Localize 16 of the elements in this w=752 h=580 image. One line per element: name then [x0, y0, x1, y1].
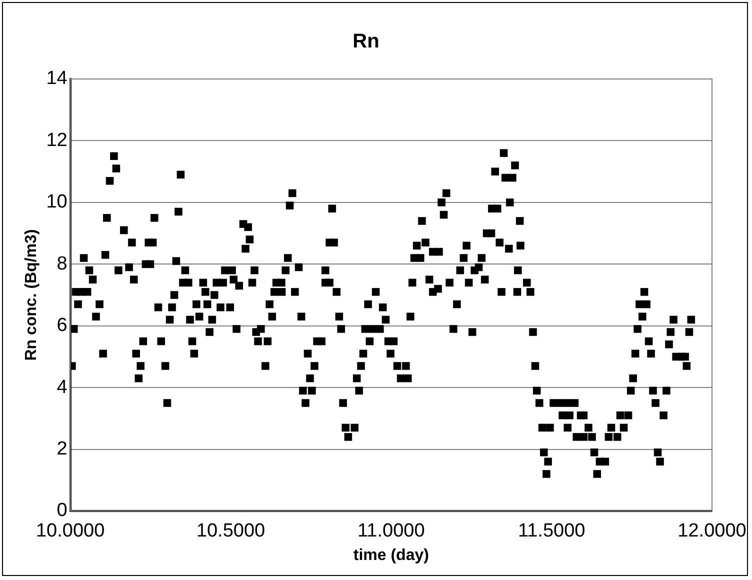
y-tick-label: 0: [56, 500, 68, 522]
y-tick-label: 4: [56, 376, 68, 398]
y-axis-title: Rn conc. (Bq/m3): [23, 229, 40, 361]
y-tick-label: 2: [56, 438, 68, 460]
chart-title: Rn: [352, 30, 380, 53]
x-tick-label: 11.5000: [518, 520, 586, 542]
x-tick-label: 10.0000: [36, 520, 105, 542]
x-tick-label: 11.0000: [358, 520, 425, 542]
y-tick-label: 6: [56, 315, 68, 336]
y-tick-label: 8: [56, 253, 68, 274]
x-tick-label: 12.0000: [678, 520, 746, 542]
y-tick-label: 12: [46, 130, 68, 151]
y-tick-label: 14: [46, 68, 68, 90]
x-axis-title: time (day): [353, 546, 429, 564]
x-tick-label: 10.5000: [196, 520, 266, 542]
y-tick-label: 10: [46, 192, 68, 213]
